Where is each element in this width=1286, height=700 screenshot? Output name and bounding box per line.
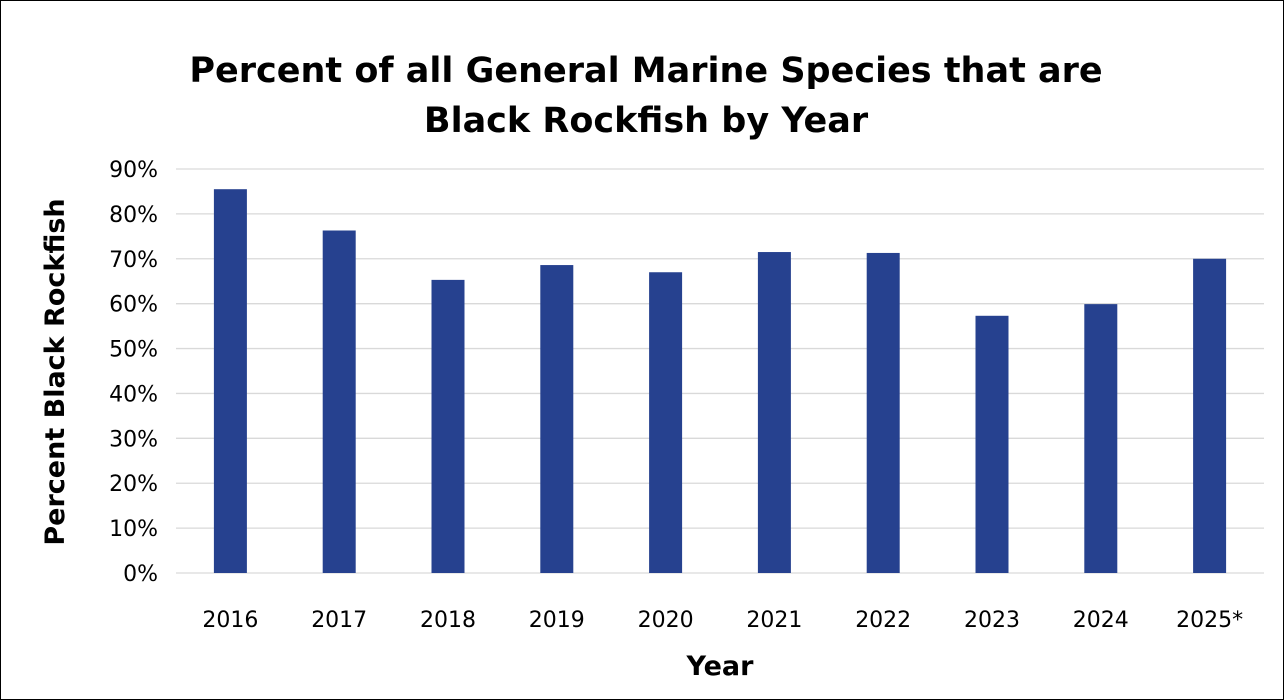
x-tick-label: 2025* (1176, 608, 1243, 633)
bar-2017 (323, 230, 356, 573)
x-tick-label: 2019 (529, 608, 585, 633)
x-tick-label: 2020 (638, 608, 694, 633)
bar-2022 (867, 253, 900, 573)
y-tick-label: 40% (109, 382, 158, 407)
y-tick-label: 80% (109, 203, 158, 228)
bar-2016 (214, 189, 247, 573)
chart-title-line-1: Percent of all General Marine Species th… (189, 51, 1102, 91)
y-tick-label: 30% (109, 427, 158, 452)
chart-title: Percent of all General Marine Species th… (189, 51, 1102, 141)
bar-2025 (1193, 259, 1226, 573)
y-tick-label: 60% (109, 293, 158, 318)
x-tick-label: 2023 (964, 608, 1020, 633)
y-axis-ticks: 0% 10% 20% 30% 40% 50% 60% 70% 80% 90% (109, 158, 158, 587)
bar-2023 (976, 316, 1009, 573)
y-axis-title: Percent Black Rockfish (40, 198, 71, 545)
y-tick-label: 10% (109, 517, 158, 542)
y-tick-label: 70% (109, 248, 158, 273)
x-tick-label: 2024 (1073, 608, 1129, 633)
bar-series (214, 189, 1226, 573)
x-tick-label: 2018 (420, 608, 476, 633)
y-tick-label: 0% (123, 562, 158, 587)
x-tick-label: 2022 (855, 608, 911, 633)
y-tick-label: 90% (109, 158, 158, 183)
bar-2019 (540, 265, 573, 573)
x-tick-label: 2016 (202, 608, 258, 633)
bar-2024 (1084, 304, 1117, 573)
bar-2020 (649, 272, 682, 573)
x-axis-title: Year (686, 651, 755, 682)
x-tick-label: 2017 (311, 608, 367, 633)
chart-title-line-2: Black Rockfish by Year (424, 101, 869, 141)
y-tick-label: 50% (109, 338, 158, 363)
bar-2021 (758, 252, 791, 573)
bar-2018 (432, 280, 465, 573)
y-tick-label: 20% (109, 472, 158, 497)
x-axis-ticks: 2016 2017 2018 2019 2020 2021 2022 2023 2024 2025… (202, 608, 1243, 633)
x-tick-label: 2021 (746, 608, 802, 633)
